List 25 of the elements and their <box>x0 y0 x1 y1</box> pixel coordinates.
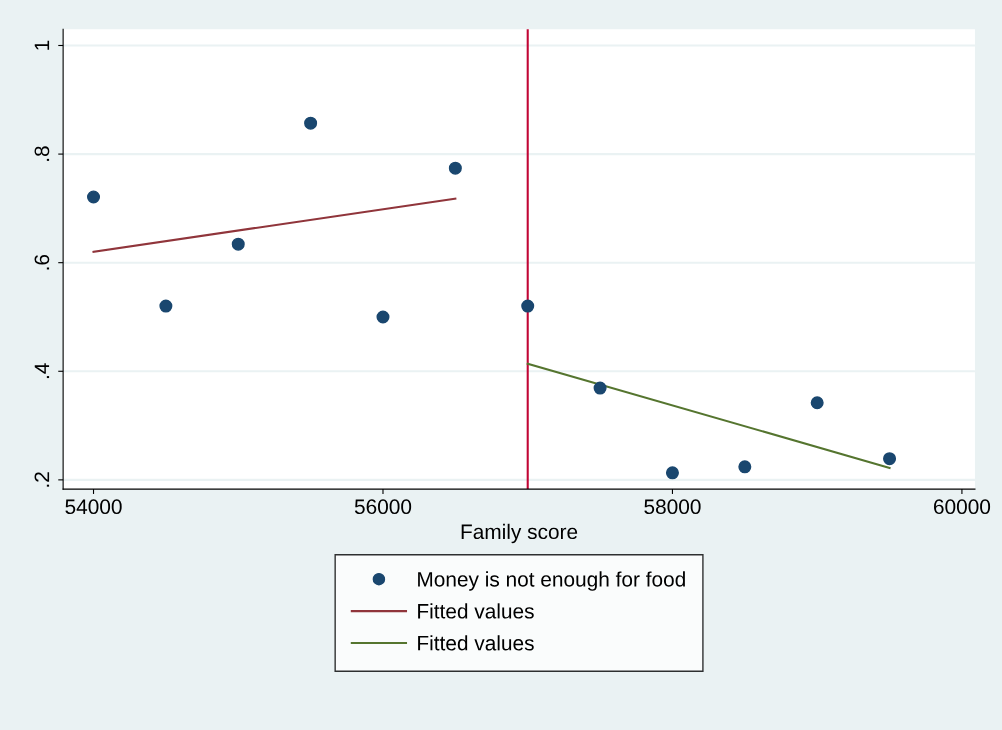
point <box>810 396 824 410</box>
point <box>738 460 752 474</box>
point <box>304 116 318 130</box>
x-tick-label: 58000 <box>644 499 701 515</box>
legend-label: Fitted values <box>418 635 534 651</box>
point <box>883 452 897 466</box>
y-tick-label: 1 <box>34 40 50 50</box>
legend-label: Fitted values <box>418 603 534 619</box>
point <box>159 299 173 313</box>
point <box>87 190 101 204</box>
x-axis-title: Family score <box>461 523 578 544</box>
y-tick-label: .6 <box>34 254 50 270</box>
point <box>231 237 245 251</box>
x-tick-label: 60000 <box>934 499 991 515</box>
point <box>521 299 535 313</box>
x-tick-label: 54000 <box>65 499 122 515</box>
y-tick-label: .4 <box>34 363 50 379</box>
x-tick-label: 56000 <box>354 499 412 515</box>
point <box>448 161 462 175</box>
point <box>665 466 679 480</box>
y-tick-label: .8 <box>34 146 50 161</box>
y-tick-label: .2 <box>34 472 50 487</box>
point <box>593 381 607 395</box>
point <box>376 310 390 324</box>
legend-label: Money is not enough for food <box>418 571 685 591</box>
